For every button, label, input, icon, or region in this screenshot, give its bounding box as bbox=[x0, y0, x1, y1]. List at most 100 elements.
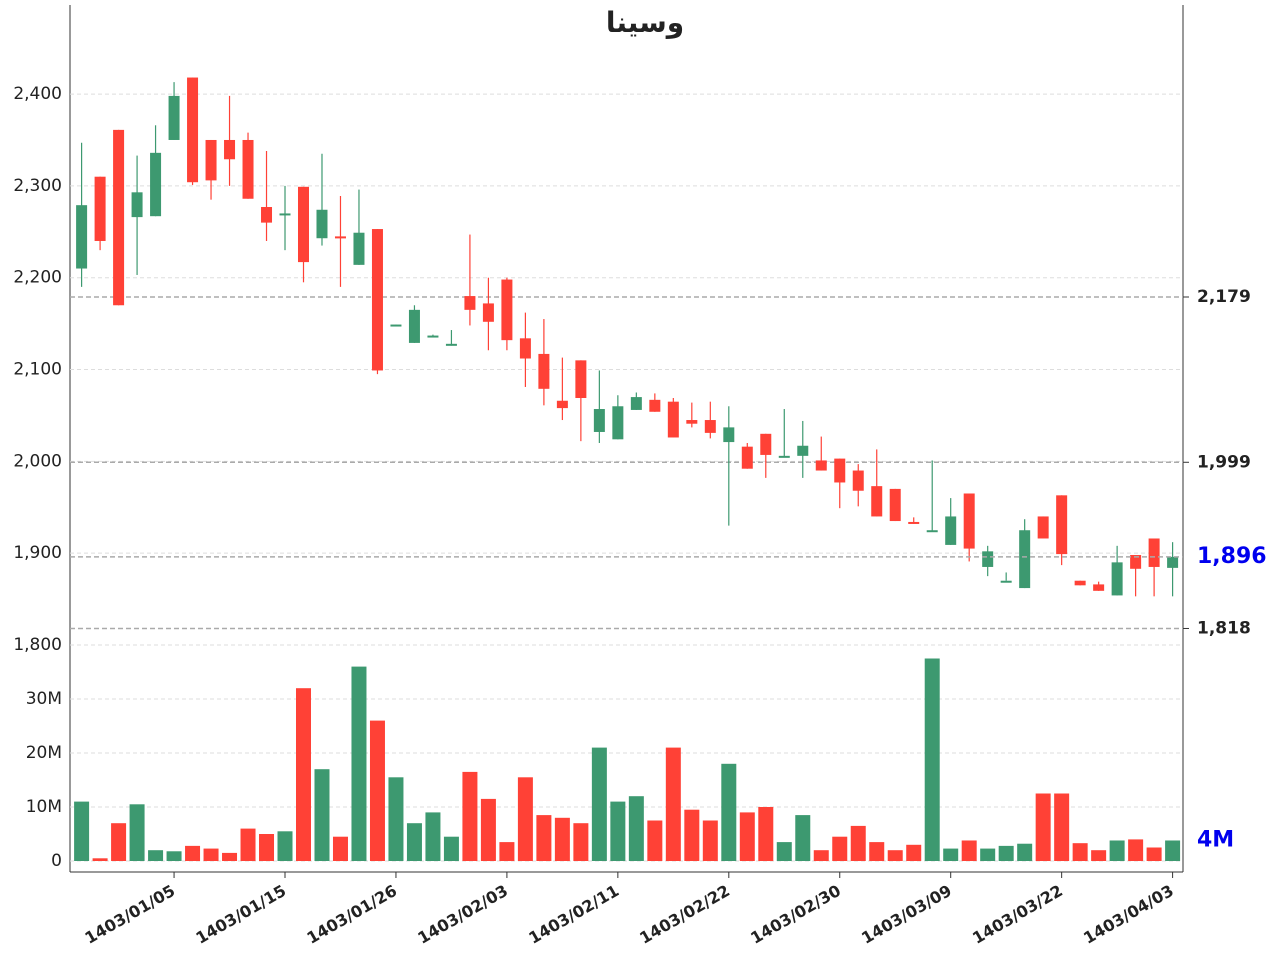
candle-body bbox=[334, 236, 346, 239]
volume-bar bbox=[1128, 839, 1144, 861]
volume-tick-label: 20M bbox=[26, 743, 62, 763]
candle-body bbox=[778, 455, 790, 458]
volume-bar bbox=[980, 848, 996, 861]
volume-bar bbox=[998, 845, 1014, 861]
candle-body bbox=[723, 427, 735, 443]
y-tick-label: 2,100 bbox=[13, 360, 62, 380]
candle-body bbox=[168, 95, 180, 140]
x-tick-label: 1403/03/09 bbox=[858, 881, 955, 948]
volume-bar bbox=[1146, 847, 1162, 861]
volume-bar bbox=[295, 688, 311, 861]
candle-body bbox=[741, 446, 753, 469]
candle-body bbox=[297, 186, 309, 263]
volume-bar bbox=[406, 823, 422, 861]
volume-bar bbox=[314, 769, 330, 861]
volume-bar bbox=[203, 848, 219, 861]
candle-body bbox=[187, 77, 199, 183]
candle-body bbox=[538, 353, 550, 389]
x-tick-label: 1403/01/15 bbox=[193, 881, 290, 948]
volume-bar bbox=[351, 666, 367, 861]
volume-bar bbox=[185, 845, 201, 861]
volume-bar bbox=[702, 820, 718, 861]
volume-bar bbox=[961, 840, 977, 861]
volume-bar bbox=[74, 801, 90, 861]
volume-bar bbox=[480, 798, 496, 861]
candle-body bbox=[852, 470, 864, 491]
candle-body bbox=[593, 409, 605, 432]
volume-bar bbox=[1091, 850, 1107, 861]
volume-bar bbox=[222, 852, 238, 861]
candle-body bbox=[1093, 584, 1105, 591]
level-label: 2,179 bbox=[1197, 287, 1251, 307]
candle-body bbox=[1130, 555, 1142, 569]
candle-body bbox=[945, 516, 957, 545]
candle-body bbox=[1074, 580, 1086, 586]
candle-body bbox=[667, 401, 679, 438]
volume-tick-label: 30M bbox=[26, 689, 62, 709]
volume-bar bbox=[739, 812, 755, 861]
volume-bar bbox=[665, 747, 681, 861]
candle-body bbox=[556, 400, 568, 409]
chart-title: وسينا bbox=[606, 6, 684, 39]
candle-body bbox=[316, 209, 328, 239]
candle-body bbox=[612, 406, 624, 440]
candle-body bbox=[871, 486, 883, 517]
y-tick-label: 2,300 bbox=[13, 176, 62, 196]
candle-body bbox=[150, 152, 162, 217]
y-tick-label: 2,400 bbox=[13, 84, 62, 104]
volume-bar bbox=[92, 858, 108, 861]
volume-bar bbox=[647, 820, 663, 861]
candle-body bbox=[113, 129, 125, 306]
candle-body bbox=[408, 309, 420, 343]
volume-bar bbox=[832, 836, 848, 861]
volume-bar bbox=[1035, 793, 1051, 861]
last-price-label: 1,896 bbox=[1197, 544, 1267, 569]
volume-bar bbox=[906, 844, 922, 861]
candle-body bbox=[834, 458, 846, 483]
volume-bar bbox=[111, 823, 127, 861]
candle-body bbox=[519, 338, 531, 359]
volume-bar bbox=[610, 801, 626, 861]
volume-bar bbox=[277, 831, 293, 861]
candle-body bbox=[649, 399, 661, 412]
volume-bar bbox=[388, 777, 404, 861]
last-volume-label: 4M bbox=[1197, 827, 1234, 852]
volume-bar bbox=[591, 747, 607, 861]
candle-body bbox=[1167, 556, 1179, 568]
volume-bar bbox=[924, 658, 940, 861]
volume-bar bbox=[776, 842, 792, 861]
volume-bar bbox=[795, 815, 811, 861]
candle-body bbox=[926, 530, 938, 533]
volume-tick-label: 10M bbox=[26, 797, 62, 817]
y-tick-label: 2,200 bbox=[13, 268, 62, 288]
y-tick-label: 1,800 bbox=[13, 635, 62, 655]
x-tick-label: 1403/03/22 bbox=[969, 881, 1066, 948]
volume-bar bbox=[850, 825, 866, 861]
volume-bar bbox=[721, 763, 737, 861]
candle-body bbox=[390, 324, 402, 327]
candle-body bbox=[1000, 580, 1012, 583]
x-tick-label: 1403/02/22 bbox=[636, 881, 733, 948]
candle-body bbox=[982, 551, 994, 567]
x-tick-label: 1403/02/30 bbox=[747, 881, 844, 948]
volume-bar bbox=[1017, 843, 1033, 861]
volume-bar bbox=[369, 720, 385, 861]
volume-bar bbox=[536, 815, 552, 861]
candle-body bbox=[760, 433, 772, 455]
volume-tick-label: 0 bbox=[51, 851, 62, 871]
candle-body bbox=[501, 279, 513, 341]
candle-body bbox=[353, 232, 365, 265]
candle-body bbox=[797, 445, 809, 456]
candle-body bbox=[76, 205, 88, 269]
volume-bar bbox=[1165, 840, 1181, 861]
candle-body bbox=[1056, 495, 1068, 555]
level-label: 1,999 bbox=[1197, 452, 1251, 472]
x-tick-label: 1403/01/05 bbox=[82, 881, 179, 948]
volume-bar bbox=[517, 777, 533, 861]
candle-body bbox=[686, 420, 698, 424]
x-tick-label: 1403/01/26 bbox=[303, 881, 400, 948]
candle-body bbox=[704, 420, 716, 433]
candle-body bbox=[575, 360, 587, 398]
candle-body bbox=[94, 176, 106, 241]
